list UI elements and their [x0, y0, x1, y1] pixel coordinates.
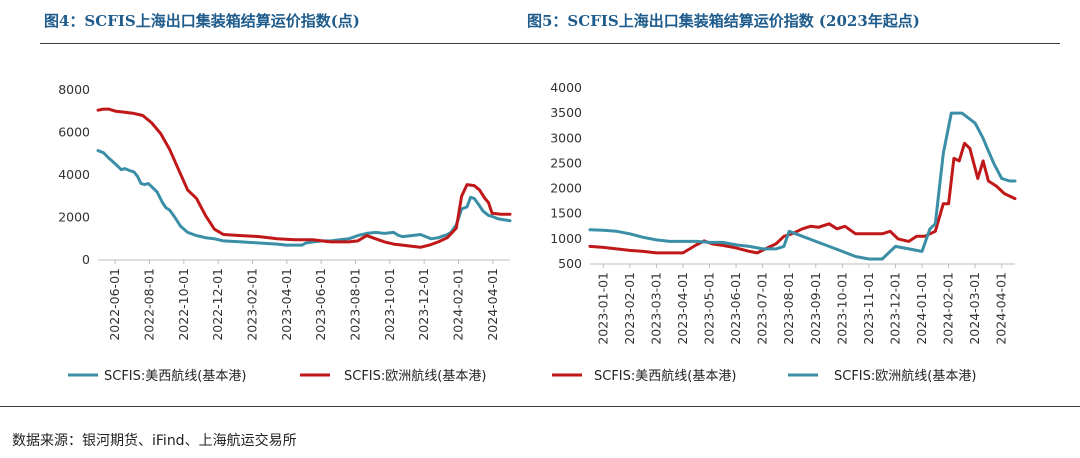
x-tick-label: 2022-12-01 — [210, 268, 225, 341]
y-tick-label: 8000 — [58, 82, 90, 97]
legend-label: SCFIS:美西航线(基本港) — [594, 368, 736, 384]
x-tick-label: 2023-02-01 — [245, 268, 260, 341]
series-line-1 — [588, 141, 1017, 255]
y-tick-label: 1000 — [550, 231, 582, 246]
y-tick-label: 6000 — [58, 125, 90, 140]
y-tick-label: 4000 — [58, 167, 90, 182]
y-tick-label: 2000 — [58, 210, 90, 225]
y-tick-label: 2000 — [550, 181, 582, 196]
chart-title-right: 图5：SCFIS上海出口集装箱结算运价指数 (2023年起点) — [527, 12, 920, 30]
chart-left: 0 2000 4000 6000 8000 2022-06-01 2022-08-01 202… — [58, 82, 512, 384]
x-tick-label: 2024-01-01 — [914, 272, 929, 345]
x-tick-label: 2024-04-01 — [485, 268, 500, 341]
y-tick-label: 1500 — [550, 206, 582, 221]
series-line-2 — [96, 107, 512, 249]
x-tick-label: 2023-10-01 — [382, 268, 397, 341]
x-tick-label: 2023-06-01 — [313, 268, 328, 341]
x-tick-label: 2022-08-01 — [142, 268, 157, 341]
y-tick-label: 500 — [558, 256, 582, 271]
x-tick-label: 2023-09-01 — [808, 272, 823, 345]
x-tick-label: 2023-03-01 — [648, 272, 663, 345]
legend-label: SCFIS:美西航线(基本港) — [104, 368, 246, 384]
y-tick-label: 3000 — [550, 130, 582, 145]
x-tick-label: 2023-05-01 — [702, 272, 717, 345]
x-tick-label: 2024-02-01 — [941, 272, 956, 345]
y-tick-label: 0 — [82, 252, 90, 267]
y-tick-label: 3500 — [550, 105, 582, 120]
chart-right: 500 1000 1500 2000 2500 3000 3500 4000 2023-01-0… — [550, 80, 1017, 384]
x-tick-label: 2023-12-01 — [416, 268, 431, 341]
legend-label: SCFIS:欧洲航线(基本港) — [834, 368, 976, 384]
x-tick-label: 2024-02-01 — [451, 268, 466, 341]
x-tick-label: 2023-11-01 — [861, 272, 876, 345]
x-tick-label: 2024-04-01 — [994, 272, 1009, 345]
y-tick-label: 4000 — [550, 80, 582, 95]
x-tick-label: 2023-04-01 — [675, 272, 690, 345]
legend-label: SCFIS:欧洲航线(基本港) — [344, 368, 486, 384]
x-tick-label: 2022-10-01 — [176, 268, 191, 341]
x-tick-label: 2023-08-01 — [348, 268, 363, 341]
series-line-2 — [588, 111, 1017, 261]
bottom-divider — [0, 406, 1080, 407]
top-divider — [40, 43, 1060, 44]
x-tick-label: 2023-02-01 — [622, 272, 637, 345]
x-tick-label: 2023-10-01 — [834, 272, 849, 345]
source-note: 数据来源：银河期货、iFind、上海航运交易所 — [12, 433, 297, 449]
chart-title-left: 图4：SCFIS上海出口集装箱结算运价指数(点) — [44, 12, 360, 30]
x-tick-label: 2022-06-01 — [107, 268, 122, 341]
x-tick-label: 2023-08-01 — [781, 272, 796, 345]
x-tick-label: 2023-06-01 — [728, 272, 743, 345]
y-tick-label: 2500 — [550, 155, 582, 170]
x-tick-label: 2023-01-01 — [595, 272, 610, 345]
series-line-1 — [96, 149, 512, 247]
x-tick-label: 2023-04-01 — [279, 268, 294, 341]
x-tick-label: 2023-12-01 — [887, 272, 902, 345]
x-tick-label: 2024-03-01 — [967, 272, 982, 345]
x-tick-label: 2023-07-01 — [755, 272, 770, 345]
